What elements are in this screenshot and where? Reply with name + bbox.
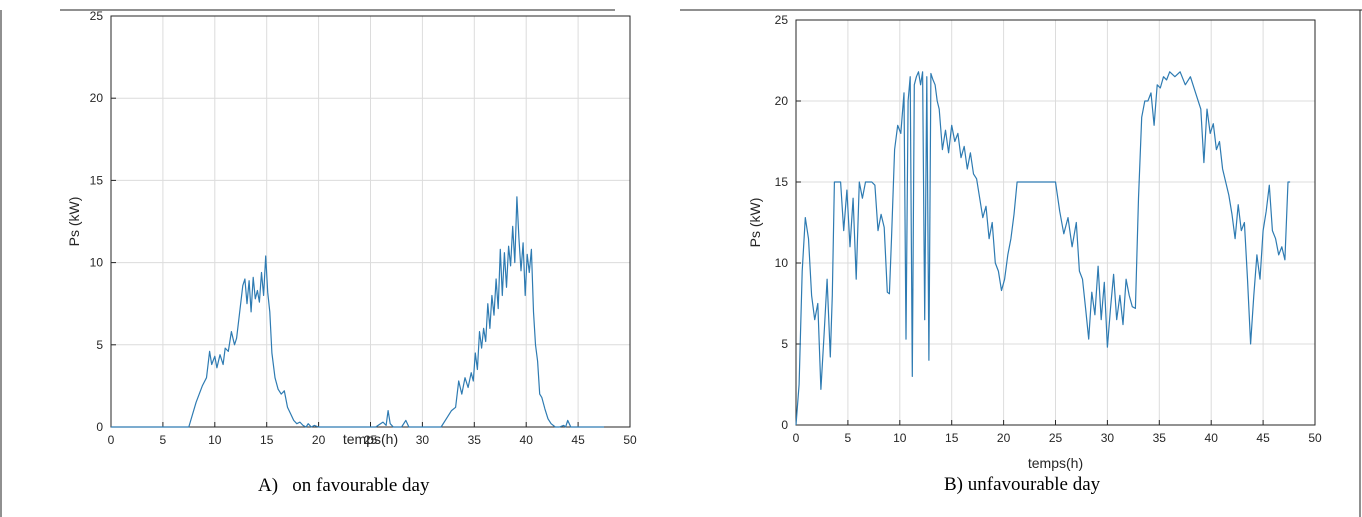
a-ytick-label: 20	[90, 91, 104, 105]
b-ytick-label: 0	[781, 418, 788, 432]
b-xtick-label: 10	[893, 431, 907, 445]
b-yaxis-label: Ps (kW)	[747, 198, 763, 248]
a-xtick-label: 20	[312, 433, 326, 447]
a-xtick-label: 25	[364, 433, 378, 447]
a-yaxis-label: Ps (kW)	[66, 197, 82, 247]
a-series-line	[111, 196, 604, 428]
b-ytick-label: 5	[781, 337, 788, 351]
a-ytick-label: 10	[90, 256, 104, 270]
a-ytick-label: 25	[90, 9, 104, 23]
a-xaxis-label: temps(h)	[343, 431, 398, 447]
b-xtick-label: 15	[945, 431, 959, 445]
caption-a: A) on favourable day	[258, 475, 430, 496]
chart-panel-a: 0 5 10 15 20 25 30 35 40 45 500510152025temps(h)Ps…	[66, 9, 637, 447]
a-ytick-label: 5	[96, 338, 103, 352]
a-ytick-label: 0	[96, 420, 103, 434]
b-xtick-label: 35	[1153, 431, 1167, 445]
b-xtick-label: 50	[1308, 431, 1322, 445]
b-series-line	[795, 71, 1291, 426]
a-xtick-label: 45	[571, 433, 585, 447]
b-xtick-label: 30	[1101, 431, 1115, 445]
caption-b: B) unfavourable day	[944, 474, 1101, 495]
a-xtick-label: 30	[416, 433, 430, 447]
a-xtick-label: 50	[623, 433, 637, 447]
b-xtick-label: 20	[997, 431, 1011, 445]
b-xtick-label: 40	[1205, 431, 1219, 445]
b-ytick-label: 10	[775, 256, 789, 270]
a-xtick-label: 35	[468, 433, 482, 447]
a-xtick-label: 40	[520, 433, 534, 447]
a-xtick-label: 15	[260, 433, 274, 447]
b-xtick-label: 0	[793, 431, 800, 445]
b-xtick-label: 45	[1256, 431, 1270, 445]
b-ytick-label: 15	[775, 175, 789, 189]
b-xaxis-label: temps(h)	[1028, 455, 1083, 471]
b-ytick-label: 20	[775, 94, 789, 108]
a-xtick-label: 10	[208, 433, 222, 447]
b-xtick-label: 25	[1049, 431, 1063, 445]
a-xtick-label: 0	[108, 433, 115, 447]
chart-panel-b: 0 5 10 15 20 25 30 35 40 45 50 0 5 10 15 20 25 temps(h) Ps…	[747, 13, 1322, 471]
a-ytick-label: 15	[90, 173, 104, 187]
a-xtick-label: 5	[160, 433, 167, 447]
b-xtick-label: 5	[845, 431, 852, 445]
b-ytick-label: 25	[775, 13, 789, 27]
